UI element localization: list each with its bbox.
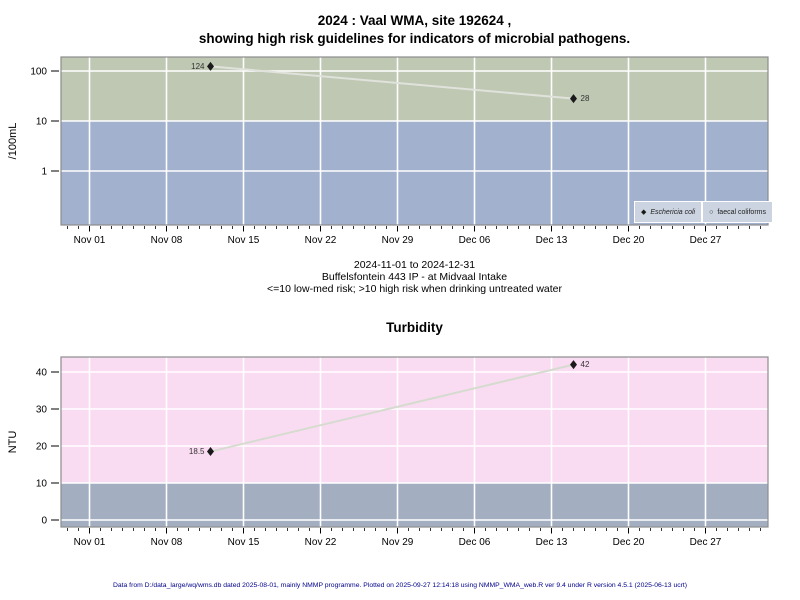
above-10-high-risk-zone: [61, 357, 768, 483]
x-axis-tick-label: Dec 13: [536, 537, 568, 548]
data-point-marker: [207, 61, 214, 71]
figure-title: 2024 : Vaal WMA, site 192624 , showing h…: [29, 12, 800, 48]
caption-site-name: Buffelsfontein 443 IP - at Midvaal Intak…: [321, 271, 508, 283]
y-axis-tick-label: 10: [36, 117, 48, 128]
microbial-pathogens-plot: 100 10 1 Nov 01 Nov 08 Nov 15 Nov 22 Nov 29 Dec …: [7, 56, 769, 246]
x-axis-tick-label: Nov 29: [382, 235, 414, 246]
x-axis-tick-label: Nov 29: [382, 537, 414, 548]
y-axis-tick-label: 30: [36, 405, 48, 416]
figure-title-line2: showing high risk guidelines for indicat…: [198, 31, 631, 46]
y-axis-tick-label: 1: [41, 167, 47, 178]
chart-caption: 2024-11-01 to 2024-12-31 Buffelsfontein …: [29, 259, 800, 295]
high-risk-zone: [61, 57, 768, 121]
x-axis-tick-label: Nov 22: [305, 537, 337, 548]
x-axis-tick-label: Nov 01: [74, 537, 106, 548]
legend-label: faecal coliforms: [717, 208, 766, 216]
legend-item-escherichia-coli: ◆ Eschericia coli: [633, 201, 703, 223]
data-point-label: 42: [581, 360, 590, 369]
data-point-marker: [570, 360, 577, 370]
y-axis-tick-label: 0: [41, 516, 47, 527]
x-axis-tick-label: Dec 06: [459, 537, 491, 548]
caption-risk-note: <=10 low-med risk; >10 high risk when dr…: [266, 283, 563, 295]
data-point-label: 28: [581, 94, 590, 103]
x-axis-tick-label: Dec 27: [690, 537, 722, 548]
turbidity-chart-title: Turbidity: [386, 320, 443, 335]
plot-border: [60, 356, 769, 528]
y-axis-tick-label: 10: [36, 479, 48, 490]
x-axis-tick-label: Nov 08: [151, 537, 183, 548]
caption-date-range: 2024-11-01 to 2024-12-31: [353, 259, 476, 271]
series-line: [210, 65, 574, 100]
data-point-marker: [207, 447, 214, 457]
figure-title-line1: 2024 : Vaal WMA, site 192624 ,: [317, 13, 512, 28]
x-axis-tick-label: Dec 06: [459, 235, 491, 246]
y-axis-title: /100mL: [7, 123, 19, 160]
chart-legend: ◆ Eschericia coli ○ faecal coliforms: [633, 201, 773, 223]
x-axis-tick-label: Dec 27: [690, 235, 722, 246]
data-point-marker: [570, 94, 577, 104]
x-axis-tick-label: Nov 01: [74, 235, 106, 246]
x-axis-tick-label: Dec 13: [536, 235, 568, 246]
filled-diamond-icon: ◆: [640, 208, 647, 216]
plot-border: [60, 56, 769, 226]
data-point-label: 18.5: [189, 447, 205, 456]
y-axis-tick-label: 40: [36, 368, 48, 379]
legend-item-faecal-coliforms: ○ faecal coliforms: [702, 201, 773, 223]
data-point-label: 124: [191, 62, 205, 71]
series-line: [210, 363, 574, 453]
x-axis-tick-label: Dec 20: [613, 235, 645, 246]
y-axis-tick-label: 20: [36, 442, 48, 453]
y-axis-title: NTU: [7, 431, 19, 454]
x-axis-tick-label: Nov 22: [305, 235, 337, 246]
x-axis-tick-label: Nov 08: [151, 235, 183, 246]
x-axis-tick-label: Dec 20: [613, 537, 645, 548]
legend-label: Eschericia coli: [650, 208, 696, 216]
turbidity-plot: 40 30 20 10 0 Nov 01 Nov 08 Nov 15 Nov 22 Nov 29 D…: [7, 356, 769, 548]
y-axis-tick-label: 100: [30, 67, 47, 78]
footer-provenance-text: Data from D:/data_large/wq/wms.db dated …: [112, 582, 688, 589]
x-axis-tick-label: Nov 15: [228, 235, 260, 246]
open-circle-icon: ○: [709, 208, 714, 216]
x-axis-tick-label: Nov 15: [228, 537, 260, 548]
